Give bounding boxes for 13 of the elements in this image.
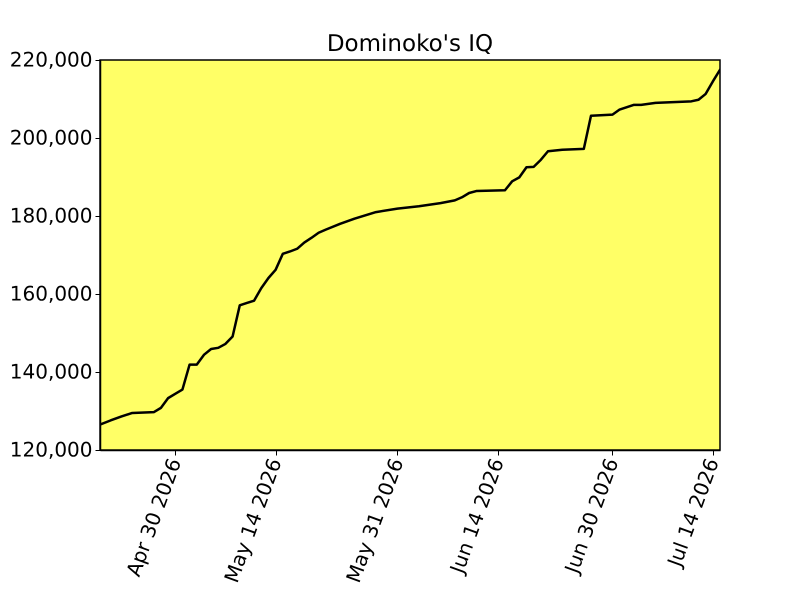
y-tick-label: 140,000 — [10, 360, 92, 384]
y-tick-label: 220,000 — [10, 48, 92, 72]
x-tick-label: Jul 14 2026 — [662, 455, 724, 572]
y-tick-label: 200,000 — [10, 126, 92, 150]
chart-title: Dominoko's IQ — [326, 31, 494, 57]
x-tick-label: Apr 30 2026 — [121, 455, 186, 580]
x-tick-label: Jun 14 2026 — [444, 455, 509, 578]
x-tick-label: May 31 2026 — [341, 455, 408, 586]
x-tick-label: Jun 30 2026 — [558, 455, 624, 578]
y-tick-label: 120,000 — [10, 438, 92, 462]
y-tick-label: 180,000 — [10, 204, 92, 228]
x-tick-label: May 14 2026 — [219, 455, 286, 586]
y-tick-label: 160,000 — [10, 282, 92, 306]
